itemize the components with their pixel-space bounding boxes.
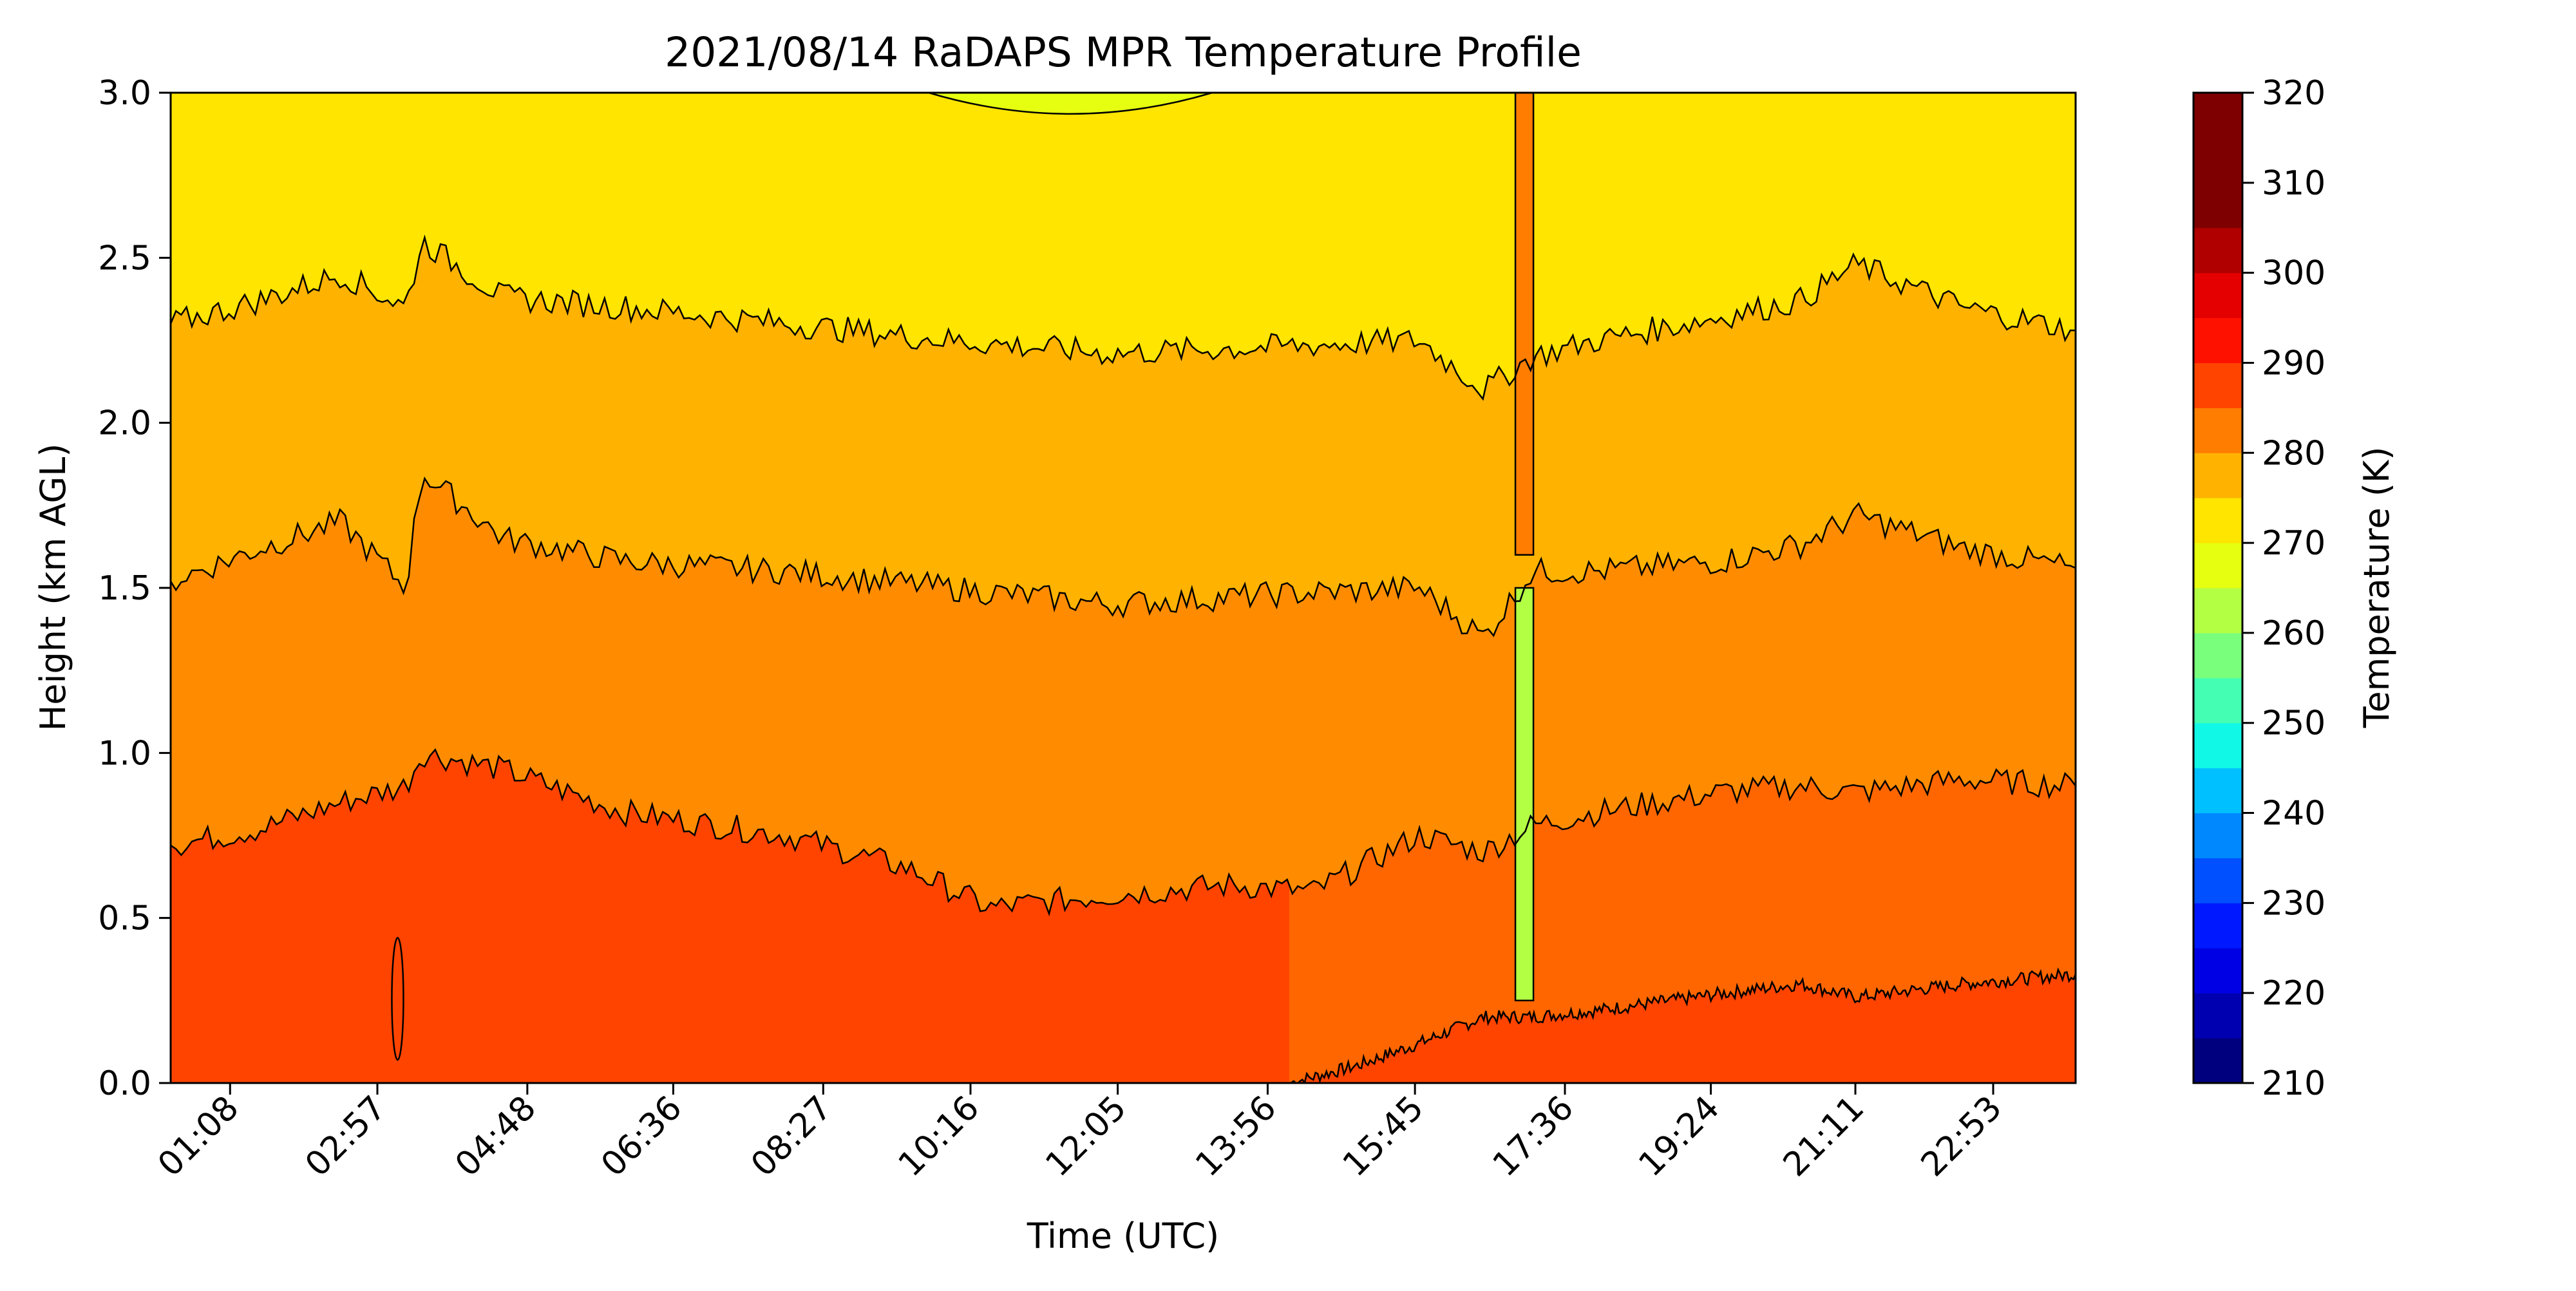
contour-line-290 (171, 748, 2076, 917)
colorbar-segment-19 (2193, 182, 2242, 229)
y-tick-label-6: 3.0 (98, 74, 151, 113)
plot-area (169, 91, 2077, 1084)
plot-fill-group (171, 93, 2076, 1083)
colorbar-segment-3 (2193, 903, 2242, 948)
colorbar-frame (2192, 91, 2244, 1084)
colorbar-tick-label-6: 270 (2262, 524, 2325, 563)
y-tick-label-1: 0.5 (98, 900, 151, 938)
y-tick-label-3: 1.5 (98, 569, 151, 608)
colorbar-segment-13 (2193, 453, 2242, 498)
y-tick-label-2: 1.0 (98, 734, 151, 773)
y-axis: 0.0 0.5 1.0 1.5 2.0 2.5 3.0 (98, 74, 171, 1103)
colorbar-label: Temperature (K) (2356, 447, 2397, 729)
colorbar-segment-14 (2193, 408, 2242, 453)
y-axis-label: Height (km AGL) (33, 444, 73, 731)
colorbar-tick-label-7: 280 (2262, 434, 2325, 473)
anomaly-column-1 (1514, 587, 1535, 1002)
colorbar-tick-label-5: 260 (2262, 614, 2325, 653)
x-axis-label: Time (UTC) (1027, 1216, 1220, 1256)
colorbar-tick-label-9: 300 (2262, 254, 2325, 293)
warm-ellipse-3 (391, 937, 404, 1061)
colorbar-segment-12 (2193, 498, 2242, 543)
colorbar-segment-0 (2193, 1038, 2242, 1084)
colorbar-tick-label-11: 320 (2262, 74, 2325, 113)
colorbar-tick-label-10: 310 (2262, 164, 2325, 203)
colorbar-segment-10 (2193, 588, 2242, 634)
y-tick-label-0: 0.0 (98, 1064, 151, 1103)
contour-line-285 (171, 476, 2076, 637)
colorbar-tick-label-4: 250 (2262, 704, 2325, 743)
colorbar-segment-1 (2193, 993, 2242, 1039)
contour-line-295 (1289, 967, 2076, 1083)
colorbar-segment-2 (2193, 948, 2242, 994)
colorbar-segment-11 (2193, 543, 2242, 589)
chart-title: 2021/08/14 RaDAPS MPR Temperature Profil… (665, 29, 1582, 76)
cool-pocket-2 (928, 93, 1213, 115)
colorbar-segment-17 (2193, 272, 2242, 319)
colorbar-tick-label-8: 290 (2262, 344, 2325, 382)
contour-line-280 (171, 234, 2076, 401)
colorbar-segment-5 (2193, 813, 2242, 858)
colorbar-segment-18 (2193, 227, 2242, 274)
colorbar-segment-21 (2193, 93, 2242, 138)
anomaly-column-0 (1514, 93, 1535, 556)
colorbar-tick-label-3: 240 (2262, 795, 2325, 833)
colorbar-segment-4 (2193, 858, 2242, 903)
colorbar-segment-6 (2193, 768, 2242, 814)
colorbar-tick-label-1: 220 (2262, 974, 2325, 1013)
colorbar-segment-9 (2193, 632, 2242, 679)
colorbar-segment-20 (2193, 137, 2242, 184)
band-280 (171, 93, 2076, 399)
colorbar-tick-label-2: 230 (2262, 884, 2325, 923)
colorbar-segment-8 (2193, 677, 2242, 724)
y-tick-label-4: 2.0 (98, 404, 151, 443)
colorbar-segment-16 (2193, 317, 2242, 363)
colorbar-tick-label-0: 210 (2262, 1064, 2325, 1103)
colorbar-segment-15 (2193, 363, 2242, 408)
y-tick-label-5: 2.5 (98, 239, 151, 278)
colorbar-segment-7 (2193, 722, 2242, 769)
colorbar: 210 220 230 240 250 260 270 280 290 300 310 320 (2192, 74, 2325, 1103)
